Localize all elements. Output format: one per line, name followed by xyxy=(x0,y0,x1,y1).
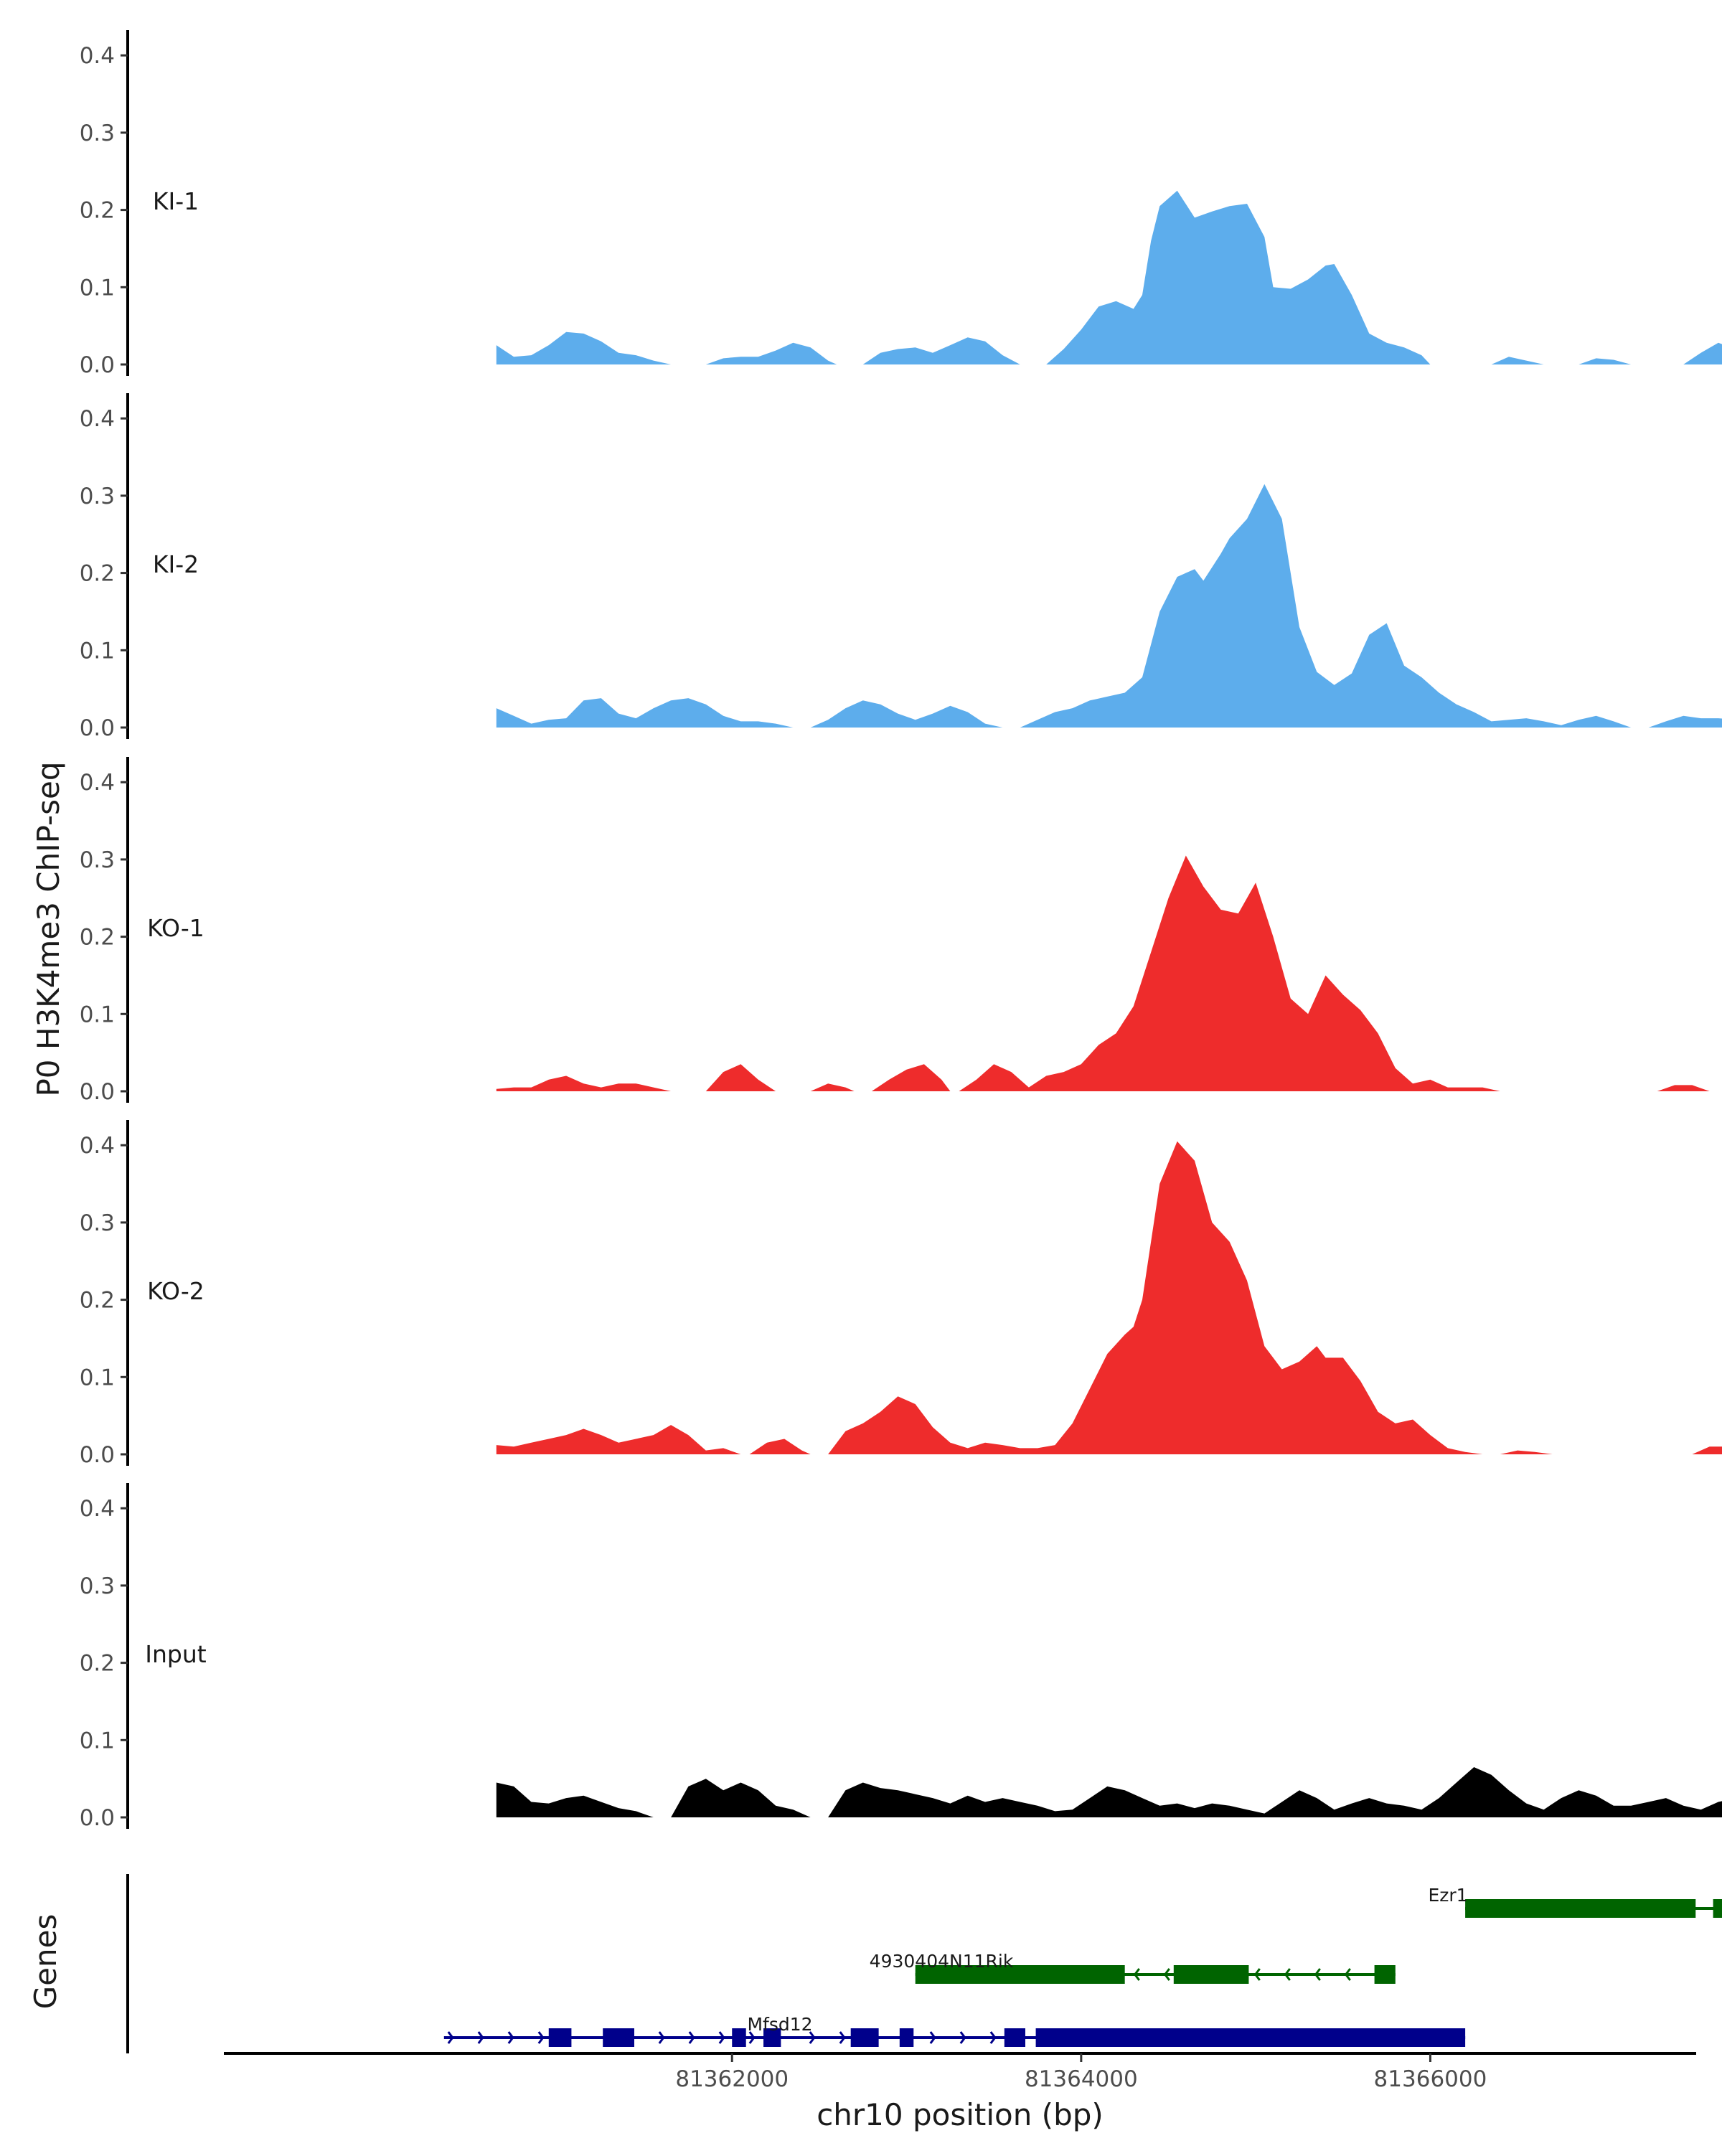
exon-block xyxy=(1465,1899,1696,1918)
x-axis: 81362000813640008136600081368000 xyxy=(224,2052,1696,2092)
y-tick-label: 0.1 xyxy=(80,275,115,301)
tracks-layer: 0.00.10.20.30.4KI-10.00.10.20.30.4KI-20.… xyxy=(80,30,1722,1831)
track-ki-1: 0.0 0.1 0.2 0.3 0.4 KI-1 xyxy=(80,30,1722,378)
strand-chevron xyxy=(809,2031,816,2044)
signal-area xyxy=(496,1141,1722,1454)
exon-block xyxy=(732,2028,746,2047)
exon-block xyxy=(915,1965,1125,1984)
gene-ezr1: Ezr1 xyxy=(1428,1885,1722,1918)
y-tick-label: 0.2 xyxy=(80,925,115,951)
track-label: KO-1 xyxy=(147,914,204,942)
signal-area xyxy=(496,1767,1722,1817)
y-tick-label: 0.3 xyxy=(80,121,115,146)
track-input: 0.0 0.1 0.2 0.3 0.4 Input xyxy=(80,1483,1722,1831)
x-tick-label: 81364000 xyxy=(1025,2066,1138,2092)
genes-layer: Ezr1 4930404N11Rik Mfsd12 xyxy=(126,1874,1722,2053)
y-tick-label: 0.1 xyxy=(80,638,115,664)
strand-chevron xyxy=(1314,1968,1321,1981)
strand-chevron xyxy=(929,2031,936,2044)
exon-block xyxy=(1713,1899,1722,1918)
track-label: Input xyxy=(145,1640,207,1668)
y-tick-label: 0.0 xyxy=(80,1805,115,1831)
y-tick-label: 0.0 xyxy=(80,715,115,741)
y-tick-label: 0.2 xyxy=(80,1651,115,1677)
x-axis-title: chr10 position (bp) xyxy=(817,2097,1104,2132)
y-tick-label: 0.4 xyxy=(80,406,115,432)
y-tick-label: 0.3 xyxy=(80,484,115,509)
signal-area xyxy=(496,190,1722,364)
y-tick-label: 0.4 xyxy=(80,1133,115,1159)
gene-4930404n11rik: 4930404N11Rik xyxy=(870,1951,1396,1984)
y-tick-label: 0.2 xyxy=(80,561,115,587)
strand-chevron xyxy=(839,2031,846,2044)
y-tick-label: 0.1 xyxy=(80,1728,115,1753)
genes-panel-title: Genes xyxy=(28,1914,63,2010)
strand-chevron xyxy=(718,2031,725,2044)
x-tick-label: 81362000 xyxy=(675,2066,789,2092)
track-label: KI-2 xyxy=(153,550,199,578)
strand-chevron xyxy=(688,2031,695,2044)
gene-label: 4930404N11Rik xyxy=(870,1951,1014,1972)
y-tick-label: 0.4 xyxy=(80,770,115,796)
strand-chevron xyxy=(959,2031,966,2044)
strand-chevron xyxy=(507,2031,514,2044)
gene-mfsd12: Mfsd12 xyxy=(443,2014,1466,2047)
y-tick-label: 0.2 xyxy=(80,1288,115,1314)
exon-block xyxy=(603,2028,635,2047)
y-tick-label: 0.3 xyxy=(80,847,115,873)
exon-block xyxy=(1173,1965,1249,1984)
track-ko-2: 0.0 0.1 0.2 0.3 0.4 KO-2 xyxy=(80,1120,1722,1468)
strand-chevron xyxy=(1344,1968,1351,1981)
strand-chevron xyxy=(748,2031,756,2044)
y-tick-label: 0.2 xyxy=(80,198,115,224)
gene-label: Ezr1 xyxy=(1428,1885,1467,1906)
y-tick-label: 0.0 xyxy=(80,1442,115,1468)
y-tick-label: 0.0 xyxy=(80,1079,115,1105)
track-label: KI-1 xyxy=(153,187,199,215)
gene-label: Mfsd12 xyxy=(747,2014,812,2035)
y-tick-label: 0.1 xyxy=(80,1002,115,1027)
x-tick-label: 81366000 xyxy=(1374,2066,1487,2092)
signal-area xyxy=(496,855,1722,1091)
strand-chevron xyxy=(658,2031,665,2044)
track-label: KO-2 xyxy=(147,1277,204,1305)
strand-chevron xyxy=(1284,1968,1291,1981)
y-axis-title: P0 H3K4me3 ChIP-seq xyxy=(31,761,66,1096)
exon-block xyxy=(763,2028,781,2047)
exon-block xyxy=(1004,2028,1025,2047)
y-tick-label: 0.4 xyxy=(80,1496,115,1522)
exon-block xyxy=(899,2028,914,2047)
track-ki-2: 0.0 0.1 0.2 0.3 0.4 KI-2 xyxy=(80,393,1722,741)
exon-block xyxy=(548,2028,572,2047)
strand-chevron xyxy=(1133,1968,1140,1981)
track-ko-1: 0.0 0.1 0.2 0.3 0.4 KO-1 xyxy=(80,757,1722,1105)
y-tick-label: 0.0 xyxy=(80,352,115,378)
y-tick-label: 0.3 xyxy=(80,1573,115,1599)
strand-chevron xyxy=(477,2031,484,2044)
y-tick-label: 0.3 xyxy=(80,1210,115,1236)
strand-chevron xyxy=(447,2031,454,2044)
y-tick-label: 0.4 xyxy=(80,43,115,69)
exon-block xyxy=(1374,1965,1396,1984)
strand-chevron xyxy=(1163,1968,1170,1981)
signal-area xyxy=(496,484,1722,728)
strand-chevron xyxy=(989,2031,997,2044)
exon-block xyxy=(850,2028,879,2047)
strand-chevron xyxy=(537,2031,545,2044)
y-tick-label: 0.1 xyxy=(80,1365,115,1390)
exon-block xyxy=(1035,2028,1466,2047)
strand-chevron xyxy=(1253,1968,1261,1981)
